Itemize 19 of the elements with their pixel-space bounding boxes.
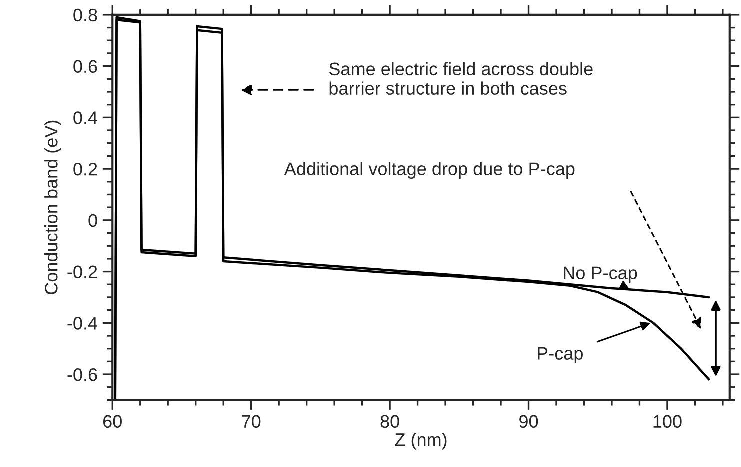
y-tick-label: -0.2	[68, 266, 98, 279]
x-tick-label: 90	[520, 415, 538, 428]
annotation: No P-cap	[564, 266, 638, 284]
annotation: Additional voltage drop due to P-cap	[284, 162, 575, 180]
x-tick-label: 70	[242, 415, 261, 428]
x-tick-label: 80	[380, 415, 400, 428]
y-tick-label: 0.4	[74, 112, 98, 124]
y-tick-label: -0.6	[68, 368, 98, 382]
x-axis-title: Z (nm)	[395, 433, 447, 450]
y-axis-title: Conduction band (eV)	[44, 120, 62, 294]
x-tick-label: 60	[104, 415, 122, 428]
x-tick-label: 100	[654, 415, 682, 428]
y-tick-label: 0.2	[74, 162, 98, 176]
y-tick-label: 0.6	[74, 60, 98, 74]
annotation: Same electric field across double barrier structure in both cases	[329, 62, 593, 96]
annotation: P-cap	[538, 347, 583, 364]
y-tick-label: 0	[88, 214, 98, 228]
y-tick-label: 0.8	[74, 8, 98, 22]
y-tick-label: -0.4	[68, 317, 98, 330]
